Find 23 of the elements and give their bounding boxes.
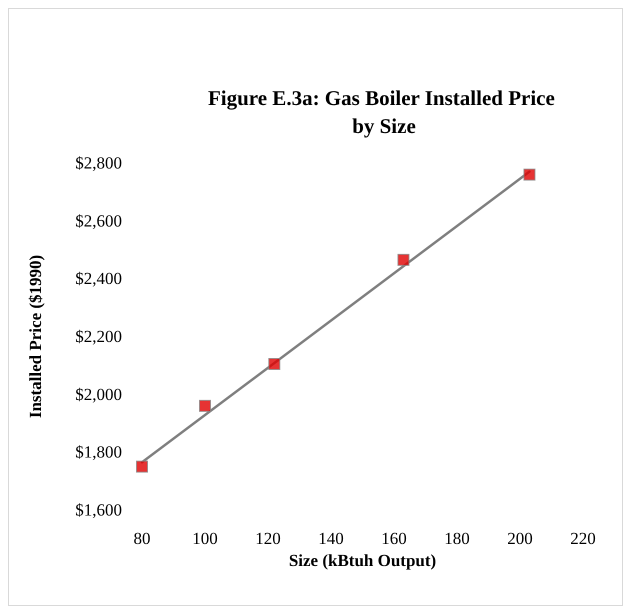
x-tick-label: 220 [570, 529, 596, 548]
chart-title: Figure E.3a: Gas Boiler Installed Price by Size [208, 86, 560, 138]
point [199, 400, 211, 412]
y-tick-label: $1,800 [75, 442, 122, 462]
y-tick-label: $2,600 [75, 211, 122, 230]
y-tick-label: $2,000 [75, 384, 122, 404]
y-tick-label: $2,400 [75, 269, 122, 288]
point [523, 168, 536, 181]
y-axis-title: Installed Price ($1990) [26, 254, 45, 418]
y-tick-label: $1,600 [75, 500, 122, 520]
x-tick-label: 140 [318, 529, 344, 548]
y-tick-label: $2,800 [75, 154, 122, 172]
x-axis-title: Size (kBtuh Output) [288, 550, 436, 570]
x-tick-label: 200 [507, 529, 533, 548]
y-tick-label: $2,200 [75, 327, 122, 346]
x-tick-label: 120 [255, 529, 281, 548]
point [136, 460, 148, 473]
x-tick-label: 160 [381, 529, 407, 548]
point [268, 358, 280, 370]
x-tick-label: 100 [192, 529, 218, 548]
point [397, 254, 410, 266]
x-tick-label: 80 [134, 529, 150, 548]
x-tick-label: 180 [444, 529, 470, 548]
